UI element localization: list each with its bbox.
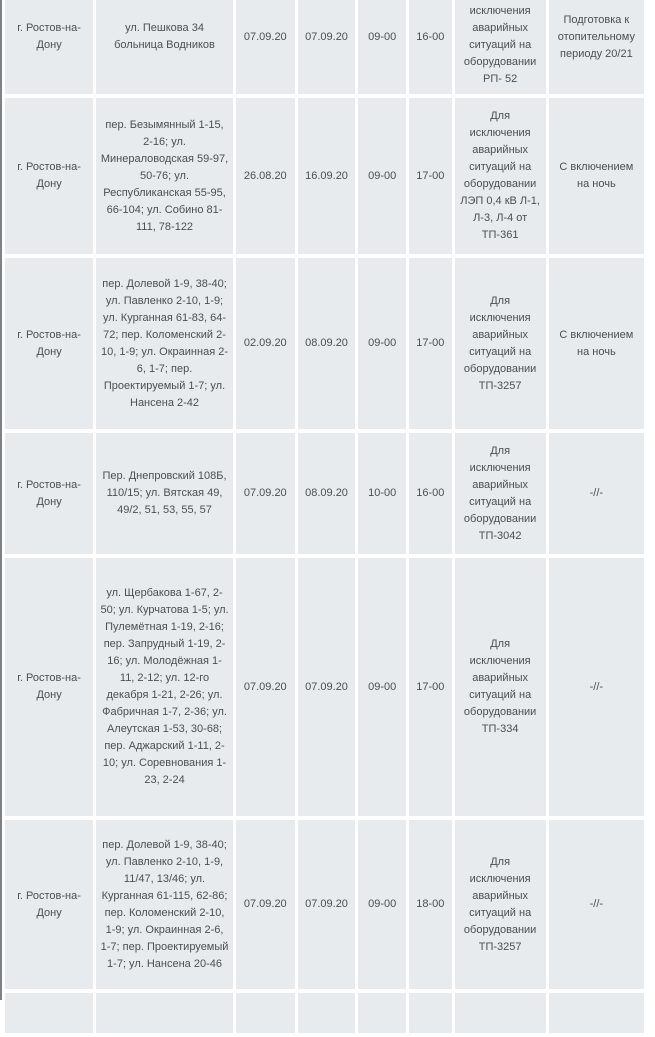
start-time-cell: 09-00 (358, 258, 406, 429)
start-time-cell: 09-00 (358, 820, 406, 989)
city-cell (5, 993, 94, 1033)
note-cell: С включением на ночь (548, 98, 644, 254)
end-date-cell: 07.09.20 (297, 0, 356, 94)
end-time-cell: 16-00 (409, 433, 452, 554)
start-time-cell: 09-00 (358, 558, 406, 816)
address-cell: ул. Пешкова 34 больница Водников (96, 0, 233, 94)
end-date-cell: 07.09.20 (297, 820, 356, 989)
note-cell: Подготовка к отопительному периоду 20/21 (548, 0, 644, 94)
start-time-cell (358, 993, 406, 1033)
reason-cell: Для исключения аварийных ситуаций на обо… (454, 433, 546, 554)
start-time-cell: 09-00 (358, 0, 406, 94)
end-date-cell: 16.09.20 (297, 98, 356, 254)
reason-cell: Для исключения аварийных ситуаций на обо… (454, 820, 546, 989)
start-date-cell: 07.09.20 (235, 433, 295, 554)
end-time-cell: 17-00 (409, 98, 452, 254)
end-date-cell (297, 993, 356, 1033)
end-time-cell: 17-00 (409, 558, 452, 816)
start-date-cell (235, 993, 295, 1033)
start-date-cell: 26.08.20 (235, 98, 295, 254)
start-date-cell: 07.09.20 (235, 558, 295, 816)
note-cell: С включением на ночь (548, 258, 644, 429)
table-row: г. Ростов-на-Дону ул. Щербакова 1-67, 2-5… (5, 558, 644, 816)
table-row-partial (5, 993, 644, 1033)
start-date-cell: 07.09.20 (235, 820, 295, 989)
city-cell: г. Ростов-на-Дону (5, 433, 94, 554)
start-date-cell: 07.09.20 (235, 0, 295, 94)
reason-cell: Для исключения аварийных ситуаций на обо… (454, 258, 546, 429)
start-time-cell: 10-00 (358, 433, 406, 554)
address-cell (96, 993, 233, 1033)
address-cell: ул. Щербакова 1-67, 2-50; ул. Курчатова … (96, 558, 233, 816)
reason-cell: Для исключения аварийных ситуаций на обо… (454, 0, 546, 94)
end-time-cell (409, 993, 452, 1033)
city-cell: г. Ростов-на-Дону (5, 0, 94, 94)
end-date-cell: 08.09.20 (297, 433, 356, 554)
start-time-cell: 09-00 (358, 98, 406, 254)
note-cell: -//- (548, 558, 644, 816)
table-left-border (0, 0, 2, 1000)
address-cell: пер. Долевой 1-9, 38-40; ул. Павленко 2-… (96, 258, 233, 429)
note-cell: -//- (548, 433, 644, 554)
table-row: г. Ростов-на-Дону Пер. Днепровский 108Б, … (5, 433, 644, 554)
end-time-cell: 16-00 (409, 0, 452, 94)
address-cell: пер. Безымянный 1-15, 2-16; ул. Минерало… (96, 98, 233, 254)
end-time-cell: 18-00 (409, 820, 452, 989)
end-time-cell: 17-00 (409, 258, 452, 429)
table-row: г. Ростов-на-Дону ул. Пешкова 34 больница… (5, 0, 644, 94)
reason-cell: Для исключения аварийных ситуаций на обо… (454, 558, 546, 816)
end-date-cell: 08.09.20 (297, 258, 356, 429)
city-cell: г. Ростов-на-Дону (5, 820, 94, 989)
note-cell: -//- (548, 820, 644, 989)
city-cell: г. Ростов-на-Дону (5, 258, 94, 429)
reason-cell: Для исключения аварийных ситуаций на обо… (454, 98, 546, 254)
table-row: г. Ростов-на-Дону пер. Долевой 1-9, 38-40… (5, 820, 644, 989)
city-cell: г. Ростов-на-Дону (5, 558, 94, 816)
note-cell (548, 993, 644, 1033)
reason-cell (454, 993, 546, 1033)
table-row: г. Ростов-на-Дону пер. Безымянный 1-15, 2… (5, 98, 644, 254)
start-date-cell: 02.09.20 (235, 258, 295, 429)
address-cell: пер. Долевой 1-9, 38-40; ул. Павленко 2-… (96, 820, 233, 989)
address-cell: Пер. Днепровский 108Б, 110/15; ул. Вятск… (96, 433, 233, 554)
end-date-cell: 07.09.20 (297, 558, 356, 816)
table-row: г. Ростов-на-Дону пер. Долевой 1-9, 38-40… (5, 258, 644, 429)
city-cell: г. Ростов-на-Дону (5, 98, 94, 254)
